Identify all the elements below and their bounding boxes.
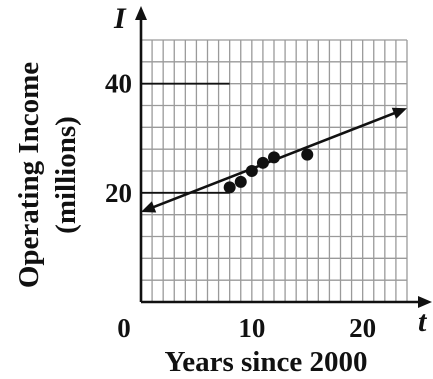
- fit-line-arrow-end: [391, 107, 407, 119]
- x-axis-title: Years since 2000: [165, 346, 368, 378]
- x-tick-label: 0: [117, 313, 131, 343]
- tick-labels: 0 10 20 20 40: [105, 69, 376, 343]
- y-axis-title-line-2: (millions): [50, 116, 82, 234]
- data-point: [301, 148, 314, 161]
- data-point: [223, 181, 236, 194]
- reference-lines: [141, 82, 230, 194]
- data-points: [223, 148, 314, 194]
- y-tick-label: 20: [105, 178, 132, 208]
- y-tick-label: 40: [105, 69, 132, 99]
- data-point: [256, 156, 269, 169]
- y-variable-label: I: [113, 2, 127, 35]
- data-point: [245, 165, 258, 177]
- x-tick-label: 10: [238, 313, 265, 343]
- y-axis-title: Operating Income (millions): [13, 62, 82, 288]
- grid: [141, 39, 408, 302]
- x-tick-label: 20: [349, 313, 376, 343]
- data-point: [234, 175, 247, 188]
- x-axis-arrow: [418, 296, 432, 308]
- y-axis-arrow: [135, 6, 147, 20]
- data-point: [268, 151, 280, 164]
- y-axis-title-line-1: Operating Income: [13, 62, 45, 288]
- axes: [135, 6, 432, 308]
- fit-line-arrow-start: [141, 201, 157, 213]
- x-variable-label: t: [418, 305, 428, 338]
